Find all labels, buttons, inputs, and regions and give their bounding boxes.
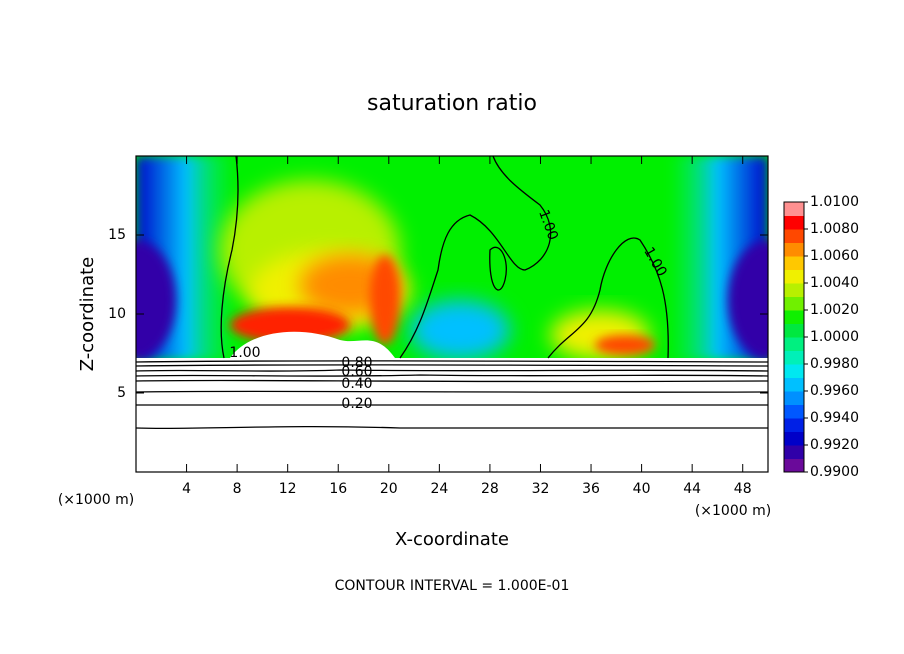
y-unit: (×1000 m): [58, 492, 134, 508]
colorbar-band: [784, 377, 804, 392]
y-tick-label: 15: [108, 227, 126, 243]
colorbar-tick-label: 1.0040: [810, 275, 859, 291]
colorbar-tick-label: 0.9920: [810, 437, 859, 453]
colorbar-band: [784, 404, 804, 419]
colorbar-band: [784, 418, 804, 432]
colorbar-band: [784, 229, 804, 243]
colorbar-band: [784, 364, 804, 378]
colorbar-band: [784, 202, 804, 216]
colorbar-band: [784, 310, 804, 324]
colorbar-band: [784, 283, 804, 297]
contour-label: 0.80: [341, 355, 372, 371]
colorbar-tick-label: 1.0000: [810, 329, 859, 345]
colorbar-band: [784, 337, 804, 351]
colorbar-band: [784, 296, 804, 311]
colorbar-band: [784, 242, 804, 257]
contour-label: 1.00: [229, 345, 260, 361]
colorbar-band: [784, 256, 804, 270]
x-unit: (×1000 m): [695, 503, 771, 519]
y-axis-label: Z-coordinate: [77, 257, 98, 372]
colorbar-band: [784, 391, 804, 405]
colorbar-band: [784, 215, 804, 230]
colorbar-tick-label: 1.0100: [810, 194, 859, 210]
colorbar-band: [784, 269, 804, 284]
colorbar-band: [784, 323, 804, 338]
x-tick-label: 24: [430, 481, 448, 497]
x-tick-label: 4: [182, 481, 191, 497]
colorbar-tick-label: 0.9940: [810, 410, 859, 426]
x-tick-label: 20: [380, 481, 398, 497]
colorbar-tick-label: 1.0080: [810, 221, 859, 237]
note: CONTOUR INTERVAL = 1.000E-01: [335, 578, 570, 594]
field: [136, 156, 768, 472]
colorbar-band: [784, 350, 804, 365]
x-tick-label: 12: [279, 481, 297, 497]
x-tick-label: 28: [481, 481, 499, 497]
x-tick-label: 40: [633, 481, 651, 497]
colorbar-tick-label: 1.0060: [810, 248, 859, 264]
x-axis-label: X-coordinate: [395, 529, 509, 550]
x-tick-label: 48: [734, 481, 752, 497]
x-tick-label: 32: [532, 481, 550, 497]
x-tick-label: 8: [233, 481, 242, 497]
x-tick-label: 36: [582, 481, 600, 497]
colorbar-tick-label: 0.9900: [810, 464, 859, 480]
colorbar-band: [784, 458, 804, 473]
contour-label: 0.60: [341, 364, 372, 380]
x-tick-label: 16: [329, 481, 347, 497]
contours: [135, 155, 769, 430]
colorbar-tick-label: 1.0020: [810, 302, 859, 318]
colorbar-band: [784, 445, 804, 459]
x-tick-label: 44: [683, 481, 701, 497]
y-tick-label: 5: [117, 385, 126, 401]
colorbar-tick-label: 0.9980: [810, 356, 859, 372]
colorbar-band: [784, 431, 804, 446]
y-tick-label: 10: [108, 306, 126, 322]
colorbar-tick-label: 0.9960: [810, 383, 859, 399]
chart-title: saturation ratio: [367, 91, 537, 116]
contour-label: 0.20: [341, 396, 372, 412]
contour-label: 0.40: [341, 376, 372, 392]
